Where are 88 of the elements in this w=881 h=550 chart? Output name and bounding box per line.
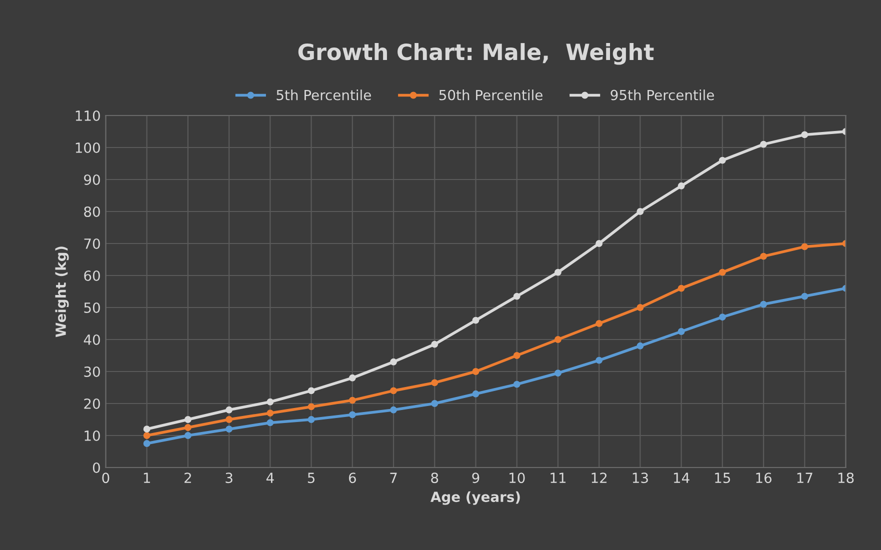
x-tick-label: 13 xyxy=(632,472,648,484)
x-tick-label: 7 xyxy=(390,472,397,483)
y-tick-label: 80 xyxy=(84,206,100,217)
point xyxy=(308,403,315,410)
point xyxy=(472,368,480,375)
x-tick-label: 6 xyxy=(348,472,356,484)
point xyxy=(226,416,233,423)
y-tick-label: 70 xyxy=(84,238,100,249)
point xyxy=(266,398,274,406)
point xyxy=(348,411,356,418)
point xyxy=(718,314,726,321)
point xyxy=(513,380,520,388)
point xyxy=(760,140,768,148)
point xyxy=(760,300,768,308)
point xyxy=(143,426,150,433)
point xyxy=(390,406,397,414)
point xyxy=(390,358,397,366)
x-tick-label: 9 xyxy=(472,472,480,484)
x-tick-label: 14 xyxy=(674,472,690,483)
point xyxy=(308,416,315,423)
point xyxy=(226,426,233,433)
y-tick-label: 30 xyxy=(84,366,100,377)
y-tick-label: 40 xyxy=(84,334,100,345)
point xyxy=(472,390,480,398)
x-tick-label: 15 xyxy=(715,472,730,484)
point xyxy=(678,182,685,190)
point xyxy=(554,336,562,343)
point xyxy=(143,440,150,447)
chart-title: Growth Chart: Male, Weight xyxy=(298,43,654,65)
point xyxy=(348,374,356,382)
point xyxy=(678,284,685,292)
y-tick-label: 50 xyxy=(84,302,100,313)
x-tick-label: 18 xyxy=(838,472,854,484)
point xyxy=(636,208,644,215)
point xyxy=(472,316,480,324)
x-tick-label: 11 xyxy=(550,472,566,483)
point xyxy=(431,400,438,407)
x-tick-label: 0 xyxy=(102,472,110,484)
point xyxy=(596,320,603,327)
x-tick-label: 16 xyxy=(756,472,772,484)
point xyxy=(184,424,192,431)
point xyxy=(596,240,603,247)
point xyxy=(308,387,315,394)
x-tick-label: 8 xyxy=(431,472,438,484)
y-axis-title: Weight (kg) xyxy=(55,246,69,338)
point xyxy=(431,340,438,348)
point xyxy=(143,432,150,439)
point xyxy=(636,342,644,350)
point xyxy=(266,419,274,426)
x-tick-label: 5 xyxy=(308,472,314,484)
y-tick-label: 100 xyxy=(76,142,100,153)
x-tick-label: 3 xyxy=(226,472,232,484)
y-tick-label: 20 xyxy=(84,398,100,409)
x-axis-title: Age (years) xyxy=(430,491,520,505)
x-tick-label: 2 xyxy=(184,472,191,483)
x-tick-label: 4 xyxy=(266,472,274,483)
legend-label: 50th Percentile xyxy=(439,90,542,100)
x-tick-label: 10 xyxy=(510,472,525,484)
legend-label: 95th Percentile xyxy=(610,90,714,100)
point xyxy=(266,410,274,417)
point xyxy=(636,304,644,311)
y-tick-label: 0 xyxy=(92,462,100,473)
point xyxy=(513,292,520,300)
point xyxy=(226,406,233,414)
point xyxy=(678,328,685,335)
y-tick-label: 110 xyxy=(76,110,100,121)
point xyxy=(431,379,438,386)
point xyxy=(184,432,192,439)
y-tick-label: 60 xyxy=(84,270,100,281)
x-tick-label: 1 xyxy=(144,472,150,483)
point xyxy=(390,387,397,394)
point xyxy=(801,243,808,250)
point xyxy=(348,396,356,404)
point xyxy=(801,292,808,300)
y-tick-label: 10 xyxy=(84,430,100,441)
x-tick-label: 12 xyxy=(592,472,607,483)
point xyxy=(596,356,603,364)
point xyxy=(760,252,768,260)
point xyxy=(718,156,726,164)
point xyxy=(554,268,562,276)
point xyxy=(718,268,726,276)
point xyxy=(801,131,808,138)
point xyxy=(554,370,562,377)
legend-label: 5th Percentile xyxy=(276,90,371,100)
point xyxy=(184,416,192,423)
x-tick-label: 17 xyxy=(797,472,812,483)
point xyxy=(513,352,520,359)
y-tick-label: 90 xyxy=(84,174,100,185)
